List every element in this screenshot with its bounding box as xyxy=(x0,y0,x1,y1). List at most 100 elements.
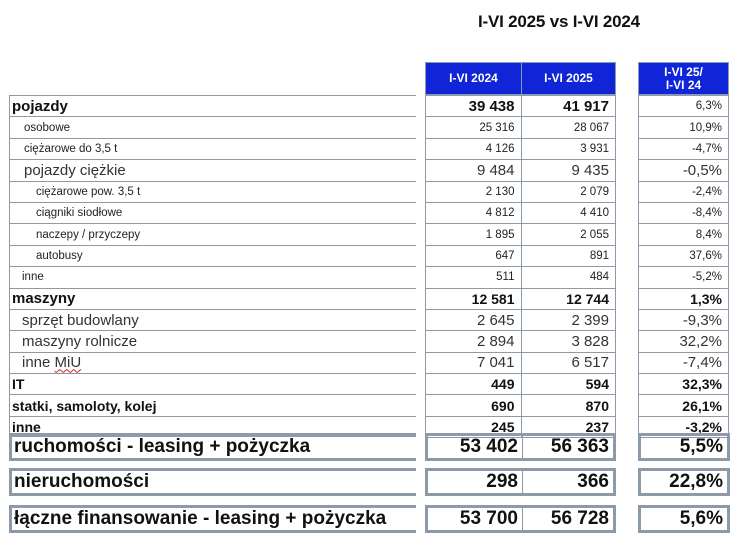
value-2025: 870 xyxy=(585,397,609,414)
row-label-it: IT xyxy=(9,373,416,395)
change-table: 6,3% 10,9% -4,7% -0,5% -2,4% -8,4% 8,4% … xyxy=(638,95,729,439)
value-2025: 6 517 xyxy=(571,354,609,372)
column-header-change-line1: I-VI 25/ xyxy=(664,64,703,79)
table-row: 690 870 xyxy=(426,394,615,416)
row-label-pojazdy-ciezkie: pojazdy ciężkie xyxy=(9,159,416,181)
summary-value-2024: 53 402 xyxy=(428,436,523,458)
value-2024: 2 894 xyxy=(426,331,522,352)
change-value: -4,7% xyxy=(639,137,728,159)
change-value: -3,2% xyxy=(639,415,728,437)
value-2025: 28 067 xyxy=(573,121,609,134)
row-label-ciezarowe-do-3-5t: ciężarowe do 3,5 t xyxy=(9,137,416,160)
table-row: 245 237 xyxy=(426,415,615,438)
summary-values-laczne-finansowanie: 53 700 56 728 xyxy=(425,505,616,533)
summary-value-2024: 53 700 xyxy=(428,508,523,530)
value-2024: 4 812 xyxy=(426,202,522,224)
value-2024: 647 xyxy=(426,245,522,267)
row-label-inne: inne xyxy=(9,415,416,438)
column-header-change: I-VI 25/ I-VI 24 xyxy=(638,62,729,95)
row-label-ciezarowe-pow-3-5t: ciężarowe pow. 3,5 t xyxy=(9,180,416,202)
value-2025: 2 079 xyxy=(580,185,609,198)
row-label-inne-miu: inne MiU xyxy=(9,351,416,374)
change-value: -8,4% xyxy=(639,201,728,223)
table-row: 7 041 6 517 xyxy=(426,351,615,374)
row-label-maszyny: maszyny xyxy=(9,287,416,309)
table-row: 9 484 9 435 xyxy=(426,159,615,181)
summary-label-laczne-finansowanie: łączne finansowanie - leasing + pożyczka xyxy=(9,505,416,533)
change-value: 37,6% xyxy=(639,244,728,266)
value-2025: 2 399 xyxy=(571,311,609,329)
table-row: 647 891 xyxy=(426,244,615,267)
change-value: 32,3% xyxy=(639,373,728,394)
column-header-change-line2: I-VI 24 xyxy=(665,77,702,92)
row-label-inne-miu-prefix: inne xyxy=(22,354,55,372)
row-label-autobusy: autobusy xyxy=(9,244,416,267)
value-2025: 891 xyxy=(589,249,609,262)
summary-label-ruchomosci: ruchomości - leasing + pożyczka xyxy=(9,433,416,461)
change-value: -2,4% xyxy=(639,180,728,202)
value-2024: 2 130 xyxy=(426,181,522,202)
value-2024: 12 581 xyxy=(426,288,522,309)
table-row: 25 316 28 067 xyxy=(426,116,615,138)
table-row: 1 895 2 055 xyxy=(426,223,615,245)
value-2025: 9 435 xyxy=(571,161,609,179)
value-2024: 1 895 xyxy=(426,224,522,245)
change-value: -7,4% xyxy=(639,351,728,373)
change-value: 32,2% xyxy=(639,330,728,351)
change-value: 26,1% xyxy=(639,394,728,415)
value-2024: 511 xyxy=(426,267,522,288)
summary-change-nieruchomosci: 22,8% xyxy=(638,468,730,496)
row-label-osobowe: osobowe xyxy=(9,116,416,138)
row-label-sprzet-budowlany: sprzęt budowlany xyxy=(9,308,416,331)
summary-value-2024: 298 xyxy=(428,471,523,493)
row-label-statki-samoloty-kolej: statki, samoloty, kolej xyxy=(9,394,416,416)
summary-values-ruchomosci: 53 402 56 363 xyxy=(425,433,616,461)
spellcheck-flagged-word: MiU xyxy=(54,354,82,372)
column-header-2025: I-VI 2025 xyxy=(521,62,616,95)
change-value: 8,4% xyxy=(639,223,728,244)
value-2025: 594 xyxy=(585,376,609,393)
table-row: 511 484 xyxy=(426,266,615,288)
value-2024: 7 041 xyxy=(426,352,522,374)
value-2024: 9 484 xyxy=(426,160,522,181)
row-label-inne-pojazdy: inne xyxy=(9,266,416,288)
summary-value-2025: 56 363 xyxy=(550,436,609,457)
values-table: 39 438 41 917 25 316 28 067 4 126 3 931 9 4… xyxy=(425,95,616,439)
value-2025: 237 xyxy=(585,419,609,436)
value-2025: 2 055 xyxy=(580,228,609,241)
summary-value-2025: 366 xyxy=(577,471,609,492)
table-row: 2 894 3 828 xyxy=(426,330,615,352)
value-2024: 690 xyxy=(426,395,522,416)
category-labels: pojazdy osobowe ciężarowe do 3,5 t pojaz… xyxy=(9,95,416,438)
value-2025: 12 744 xyxy=(566,290,609,307)
value-2024: 449 xyxy=(426,374,522,395)
value-2025: 3 828 xyxy=(571,332,609,350)
value-2024: 4 126 xyxy=(426,138,522,160)
column-header-2024: I-VI 2024 xyxy=(425,62,522,95)
row-label-pojazdy: pojazdy xyxy=(9,95,416,117)
value-2024: 245 xyxy=(426,416,522,438)
table-row: 39 438 41 917 xyxy=(426,95,615,117)
table-row: 2 130 2 079 xyxy=(426,180,615,202)
summary-change-ruchomosci: 5,5% xyxy=(638,433,730,461)
report-title: I-VI 2025 vs I-VI 2024 xyxy=(478,12,640,31)
change-value: -9,3% xyxy=(639,308,728,330)
summary-label-nieruchomosci: nieruchomości xyxy=(9,468,416,496)
value-2024: 39 438 xyxy=(426,96,522,117)
table-row: 449 594 xyxy=(426,373,615,395)
change-value: 10,9% xyxy=(639,116,728,137)
row-label-naczepy-przyczepy: naczepy / przyczepy xyxy=(9,223,416,245)
value-2025: 484 xyxy=(589,271,609,284)
table-row: 4 126 3 931 xyxy=(426,137,615,160)
table-row: 4 812 4 410 xyxy=(426,201,615,224)
summary-value-2025: 56 728 xyxy=(550,508,609,529)
row-label-ciagniki-siodlowe: ciągniki siodłowe xyxy=(9,201,416,224)
value-2025: 4 410 xyxy=(580,207,609,220)
change-value: 6,3% xyxy=(639,95,728,116)
table-row: 2 645 2 399 xyxy=(426,308,615,331)
summary-values-nieruchomosci: 298 366 xyxy=(425,468,616,496)
table-row: 12 581 12 744 xyxy=(426,287,615,309)
summary-change-laczne-finansowanie: 5,6% xyxy=(638,505,730,533)
value-2024: 2 645 xyxy=(426,309,522,331)
value-2025: 3 931 xyxy=(580,142,609,155)
